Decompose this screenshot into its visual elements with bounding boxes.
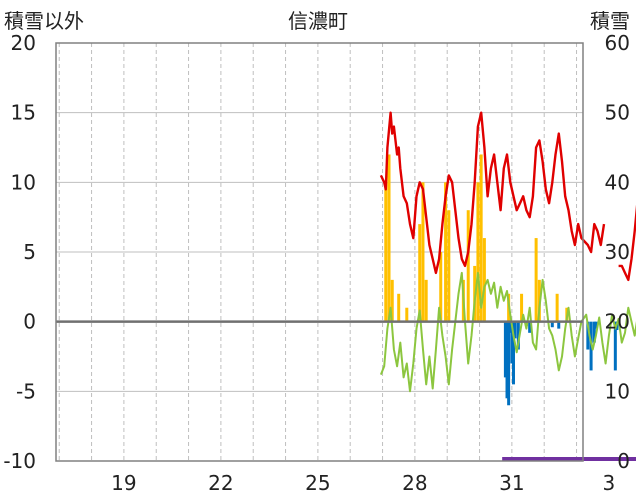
precipitation-bar [439,252,443,322]
axes [55,42,584,462]
bottom-bar [502,457,636,461]
sunshine-bar [510,321,514,364]
sunshine-bar [508,321,512,333]
precipitation-bar [479,154,483,322]
x-tick-label: 31 [499,471,524,495]
y-right-tick-label: 40 [605,170,630,194]
precipitation-bar [418,224,422,322]
left-axis-label: 積雪以外 [4,9,84,33]
precipitation-bar [397,293,401,322]
y-left-tick-label: 20 [11,31,36,55]
y-left-tick-label: -10 [3,449,36,473]
temperature-line [379,271,636,393]
sunshine-bar [586,321,590,350]
snow_depth-line [379,111,606,275]
sunshine-bar [557,321,561,329]
precipitation-bar [482,238,486,322]
y-left-tick-label: 15 [11,101,36,125]
sunshine-bar [513,321,517,339]
y-left-tick-label: 10 [11,170,36,194]
precipitation-bar [466,210,470,322]
precipitation-bar [520,293,524,322]
y-right-tick-label: 0 [617,449,630,473]
sunshine-bar [503,321,507,378]
sunshine-bar [592,321,596,343]
x-tick-label: 19 [111,471,136,495]
y-right-tick-label: 50 [605,101,630,125]
precipitation-bar [444,182,448,322]
precipitation-bar [384,182,388,322]
y-right-tick-label: 30 [605,240,630,264]
precipitation-bar [447,210,451,322]
sunshine-bar [507,321,511,406]
chart-title: 信濃町 [288,9,348,33]
precipitation-bar [534,238,538,322]
y-right-tick-label: 10 [605,379,630,403]
precipitation-bar [387,154,391,322]
grid [56,43,583,461]
sunshine-bar [528,321,532,333]
precipitation-bar [555,293,559,322]
sunshine-bar [511,321,515,385]
precipitation-bar [424,279,428,322]
y-left-tick-label: -5 [16,379,36,403]
y-left-tick-label: 5 [23,240,36,264]
sunshine-bar [505,321,509,399]
y-right-tick-label: 20 [605,310,630,334]
x-tick-label: 22 [208,471,233,495]
precipitation-bar [405,307,409,322]
sunshine-bar [613,321,617,371]
sunshine-bar [516,321,520,350]
x-tick-label: 28 [402,471,427,495]
series-lines [379,111,636,393]
sunshine-bar [594,321,598,329]
plot-frame [55,42,584,462]
y-right-tick-label: 60 [605,31,630,55]
precipitation-bar [421,182,425,322]
x-tick-label: 25 [305,471,330,495]
sunshine-bar [550,321,554,328]
precipitation-bar [390,279,394,322]
precipitation-bar [476,182,480,322]
x-tick-label: 3 [602,471,615,495]
y-left-tick-label: 0 [23,310,36,334]
tick-labels: 20151050-5-10605040302010019222528313691… [3,31,630,495]
right-axis-label: 積雪 [590,9,630,33]
